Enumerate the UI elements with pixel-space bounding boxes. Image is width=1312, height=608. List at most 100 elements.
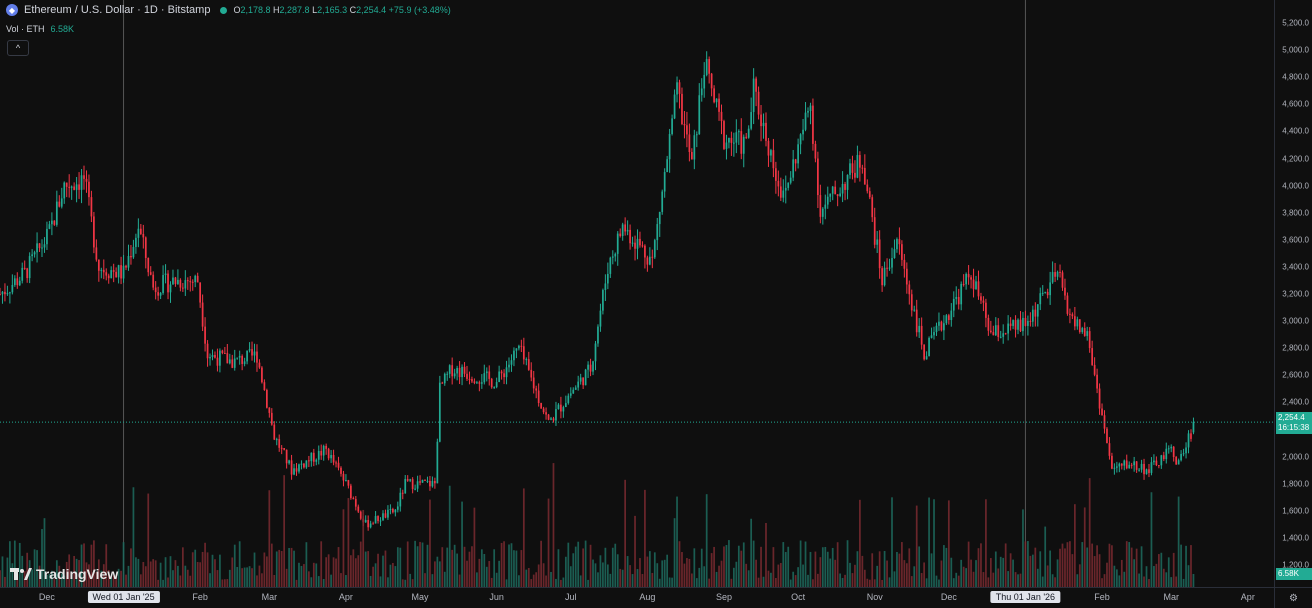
volume-bar	[1061, 543, 1064, 588]
candle-body	[965, 273, 967, 285]
volume-bar	[859, 499, 861, 588]
market-status-icon	[220, 6, 228, 14]
volume-bar	[485, 566, 488, 588]
candle-body	[233, 358, 236, 368]
candle-body	[1133, 461, 1136, 466]
chart-settings-button[interactable]: ⚙	[1274, 587, 1312, 608]
candle-body	[713, 88, 715, 103]
volume-bar	[345, 575, 347, 588]
candle-body	[58, 201, 61, 207]
volume-bar	[265, 556, 268, 588]
chart-plot-area[interactable]	[0, 0, 1275, 588]
volume-bar	[779, 563, 782, 588]
volume-bar	[436, 556, 439, 588]
candle-body	[83, 175, 85, 179]
volume-bar	[920, 573, 923, 588]
candle-body	[283, 448, 286, 450]
volume-bar	[545, 575, 547, 588]
candle-body	[728, 137, 730, 143]
tradingview-logo[interactable]: TradingView	[10, 566, 118, 582]
volume-bar	[9, 541, 11, 588]
candle-body	[1182, 453, 1185, 455]
candle-body	[1093, 364, 1096, 375]
volume-bar	[310, 577, 313, 588]
candle-body	[552, 418, 555, 421]
volume-bar	[303, 564, 305, 588]
volume-bar	[985, 499, 987, 588]
volume-bar	[910, 576, 913, 588]
candle-body	[584, 369, 587, 386]
time-tick-label: Wed 01 Jan '25	[87, 591, 160, 603]
volume-bar	[43, 518, 46, 588]
candle-body	[1180, 453, 1182, 461]
volume-bar	[997, 568, 1000, 588]
candle-body	[938, 321, 940, 326]
volume-bar	[592, 559, 594, 588]
volume-bar	[147, 493, 150, 588]
time-axis[interactable]: Dec Wed 01 Jan '25 Feb Mar Apr May Jun Jul Aug Se…	[0, 587, 1275, 608]
volume-bar	[434, 561, 436, 588]
candle-body	[1041, 292, 1044, 294]
candle-body	[814, 143, 817, 159]
price-axis[interactable]: 5,200.0 5,000.0 4,800.0 4,600.0 4,400.0 4,200…	[1274, 0, 1312, 588]
candle-body	[13, 278, 16, 285]
volume-bar	[399, 547, 402, 588]
candle-body	[453, 373, 456, 377]
volume-bar	[542, 563, 545, 588]
collapse-legend-button[interactable]: ^	[7, 40, 29, 56]
volume-bar	[868, 579, 871, 588]
symbol-title[interactable]: Ethereum / U.S. Dollar · 1D · Bitstamp	[24, 4, 211, 16]
volume-bar	[676, 496, 678, 588]
candle-body	[658, 211, 661, 225]
volume-bar	[569, 566, 572, 588]
volume-bar	[120, 570, 122, 588]
volume-bar	[139, 574, 142, 588]
candle-body	[36, 243, 38, 253]
volume-bar	[962, 566, 965, 588]
candle-body	[849, 163, 851, 175]
volume-bar	[784, 552, 787, 588]
candle-body	[300, 463, 303, 465]
volume-bar	[639, 558, 641, 588]
candlestick-chart[interactable]	[0, 0, 1275, 588]
volume-bar	[288, 548, 290, 588]
candle-body	[384, 513, 387, 518]
volume-bar	[85, 562, 88, 588]
candle-body	[592, 361, 594, 372]
volume-bar	[624, 479, 627, 588]
candle-body	[661, 191, 664, 212]
candle-body	[945, 315, 948, 324]
candle-body	[1039, 293, 1042, 305]
candle-body	[1076, 319, 1079, 327]
volume-bar	[38, 565, 41, 588]
candle-body	[1078, 319, 1081, 333]
volume-bar	[424, 573, 426, 588]
volume-bar	[555, 578, 557, 588]
candle-body	[342, 473, 345, 481]
volume-bar	[1106, 562, 1108, 588]
volume-bar	[458, 574, 461, 588]
volume-bar	[999, 556, 1002, 588]
volume-bar	[582, 548, 585, 588]
candle-body	[1009, 323, 1012, 326]
volume-bar	[794, 575, 797, 588]
volume-bar	[513, 550, 515, 588]
volume-bar	[493, 549, 496, 588]
candle-body	[270, 412, 273, 425]
volume-bar	[473, 507, 476, 588]
volume-bar	[777, 564, 780, 588]
volume-bar	[46, 574, 48, 588]
volume-bar	[164, 557, 167, 588]
candle-body	[555, 409, 557, 421]
volume-bar	[100, 570, 103, 588]
candle-body	[201, 302, 204, 327]
candle-body	[905, 268, 908, 285]
volume-bar	[377, 553, 379, 588]
volume-bar	[658, 578, 661, 588]
candle-body	[263, 382, 266, 390]
volume-bar	[132, 487, 135, 588]
volume-bar	[199, 562, 202, 588]
volume-bar	[700, 548, 703, 588]
volume-bar	[221, 579, 224, 588]
candle-body	[214, 354, 216, 358]
